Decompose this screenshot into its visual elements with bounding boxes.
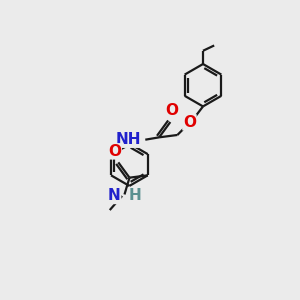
Text: NH: NH	[116, 132, 141, 147]
Text: H: H	[129, 188, 141, 203]
Text: O: O	[183, 115, 196, 130]
Text: O: O	[165, 103, 178, 118]
Text: N: N	[108, 188, 121, 203]
Text: O: O	[108, 144, 121, 159]
